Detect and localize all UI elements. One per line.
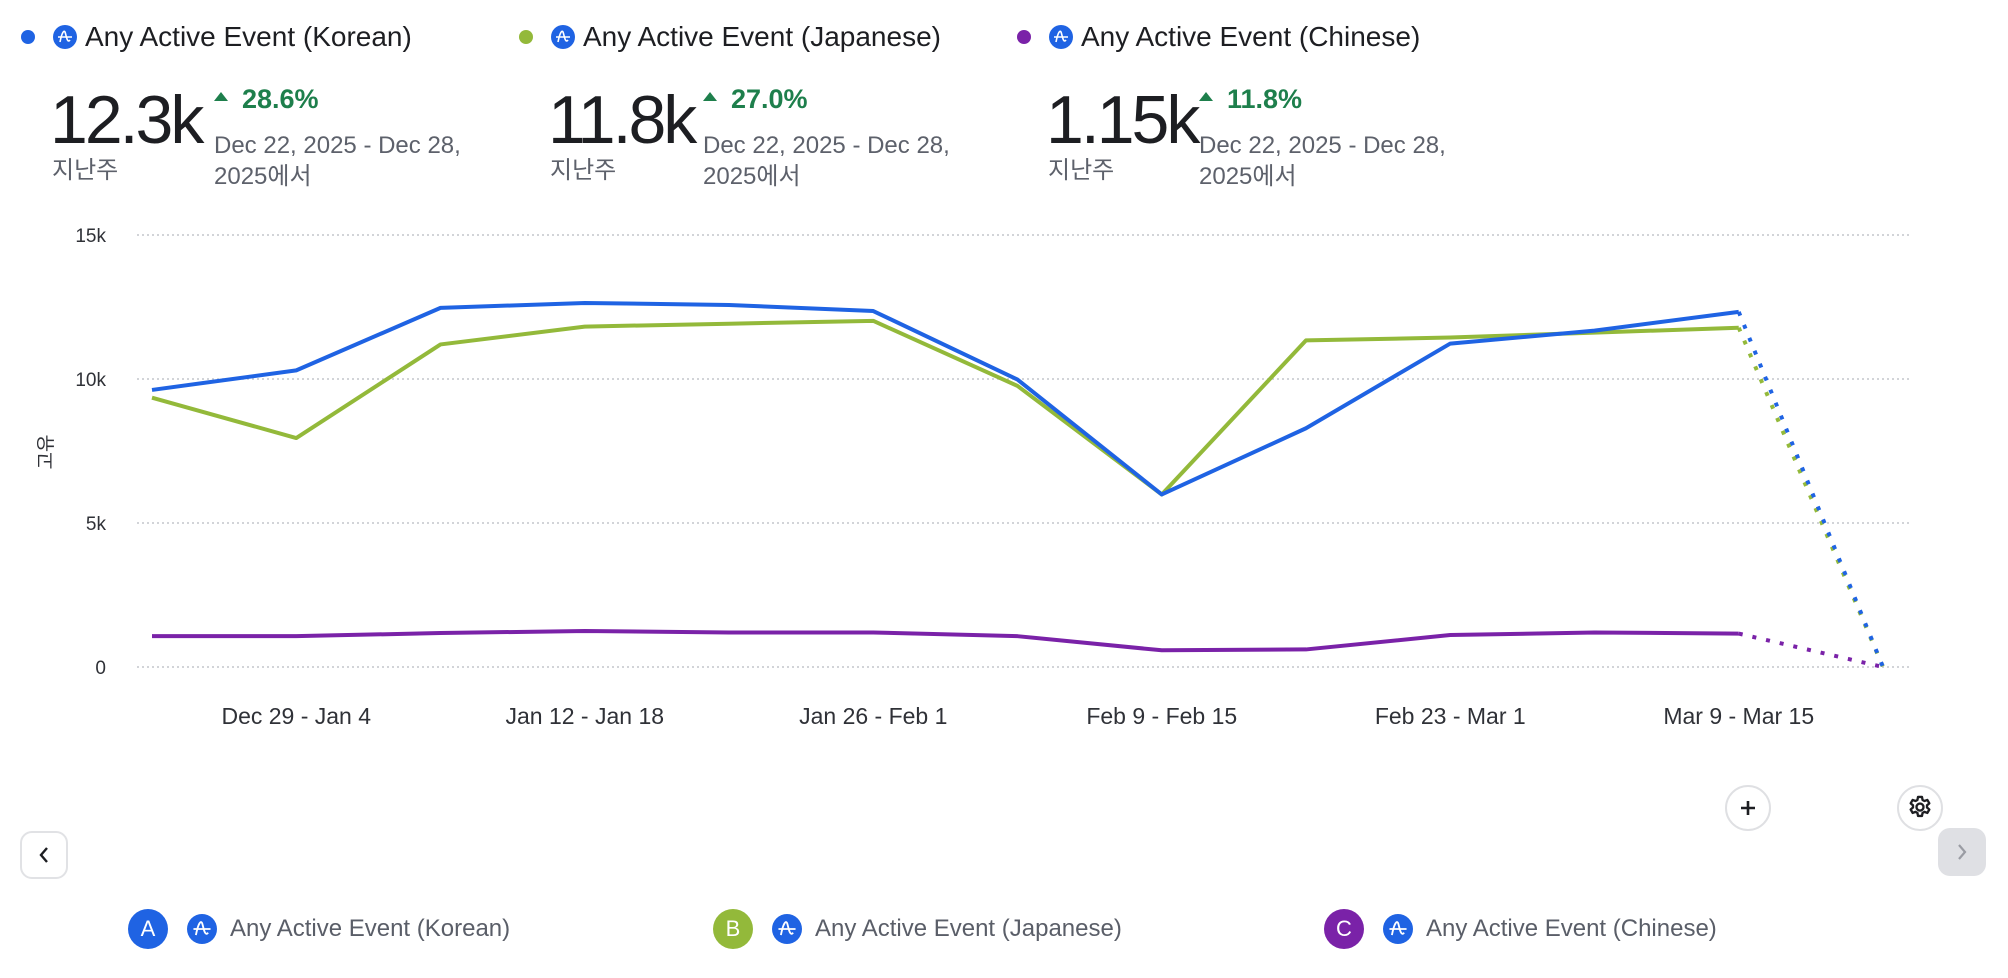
series-lines (151, 300, 1885, 669)
trend-up-icon (214, 92, 228, 101)
bottom-legend-item-c[interactable]: C Any Active Event (Chinese) (1324, 908, 1717, 950)
y-axis-label: 고유 (36, 435, 57, 470)
y-tick-label: 5k (86, 514, 107, 535)
series-line-korean[interactable] (151, 300, 1740, 497)
kpi-compare-range: Dec 22, 2025 - Dec 28, 2025에서 (1199, 132, 1446, 190)
bottom-legend-item-b[interactable]: B Any Active Event (Japanese) (713, 908, 1122, 950)
legend-label: Any Active Event (Japanese) (583, 21, 941, 52)
kpi-chinese: 1.15k 지난주 11.8% Dec 22, 2025 - Dec 28, 2… (1046, 82, 1486, 202)
add-series-button[interactable] (1725, 785, 1771, 831)
gridlines (137, 234, 1911, 668)
kpi-period: 지난주 (550, 157, 617, 184)
x-tick-label: Feb 23 - Mar 1 (1375, 703, 1526, 729)
kpi-change-percent: 11.8% (1227, 84, 1303, 114)
kpi-compare-range: Dec 22, 2025 - Dec 28, 2025에서 (214, 132, 461, 190)
x-tick-label: Dec 29 - Jan 4 (221, 703, 371, 729)
gear-icon (1909, 795, 1931, 818)
x-tick-label: Feb 9 - Feb 15 (1086, 703, 1237, 729)
series-japanese[interactable] (151, 318, 1885, 668)
kpi-change: 11.8% (1199, 84, 1302, 115)
x-tick-label: Jan 26 - Feb 1 (799, 703, 947, 729)
series-incomplete-line-japanese (1736, 326, 1885, 668)
kpi-value: 12.3k (50, 82, 204, 158)
y-axis-ticks: 0 5k 10k 15k (75, 226, 106, 679)
y-tick-label: 10k (75, 370, 106, 391)
amplitude-event-icon (1383, 914, 1413, 944)
amplitude-event-icon (1049, 25, 1073, 49)
y-tick-label: 0 (95, 658, 106, 679)
bottom-legend-label: Any Active Event (Japanese) (815, 915, 1122, 942)
amplitude-event-icon (187, 914, 217, 944)
series-line-japanese[interactable] (151, 318, 1739, 497)
kpi-period: 지난주 (52, 157, 119, 184)
legend-label: Any Active Event (Korean) (85, 21, 412, 52)
bottom-legend-item-a[interactable]: A Any Active Event (Korean) (128, 908, 510, 950)
series-chinese[interactable] (151, 629, 1884, 669)
kpi-change-percent: 28.6% (242, 84, 319, 114)
trend-up-icon (1199, 92, 1213, 101)
series-line-chinese[interactable] (152, 629, 1739, 653)
series-dot-korean (21, 30, 35, 44)
kpi-value: 11.8k (548, 82, 697, 158)
trend-up-icon (703, 92, 717, 101)
y-tick-label: 15k (75, 226, 106, 247)
amplitude-event-icon (53, 25, 77, 49)
chevron-right-icon (1958, 844, 1967, 860)
x-axis-ticks: Dec 29 - Jan 4 Jan 12 - Jan 18 Jan 26 - Fe… (221, 703, 1814, 729)
amplitude-event-icon (551, 25, 575, 49)
kpi-period: 지난주 (1048, 157, 1115, 184)
series-letter-badge: B (713, 909, 753, 949)
legend-item-chinese[interactable]: Any Active Event (Chinese) (1017, 20, 1420, 54)
chevron-left-icon (39, 847, 48, 863)
series-incomplete-line-chinese (1738, 631, 1884, 669)
kpi-compare-range: Dec 22, 2025 - Dec 28, 2025에서 (703, 132, 950, 190)
x-tick-label: Jan 12 - Jan 18 (505, 703, 664, 729)
kpi-change-percent: 27.0% (731, 84, 808, 114)
legend-item-japanese[interactable]: Any Active Event (Japanese) (519, 20, 941, 54)
previous-page-button[interactable] (20, 831, 68, 879)
chart-settings-button[interactable] (1897, 785, 1943, 831)
legend-item-korean[interactable]: Any Active Event (Korean) (21, 20, 412, 54)
kpi-change: 28.6% (214, 84, 319, 115)
legend-label: Any Active Event (Chinese) (1081, 21, 1421, 52)
series-letter-badge: A (128, 909, 168, 949)
kpi-change: 27.0% (703, 84, 808, 115)
plus-icon (1741, 801, 1755, 815)
x-tick-label: Mar 9 - Mar 15 (1663, 703, 1814, 729)
kpi-korean: 12.3k 지난주 28.6% Dec 22, 2025 - Dec 28, 2… (50, 82, 490, 202)
series-korean[interactable] (151, 300, 1885, 668)
series-dot-chinese (1017, 30, 1031, 44)
bottom-legend-label: Any Active Event (Chinese) (1426, 915, 1717, 942)
series-dot-japanese (519, 30, 533, 44)
series-letter-badge: C (1324, 909, 1364, 949)
kpi-value: 1.15k (1046, 82, 1200, 158)
amplitude-event-icon (772, 914, 802, 944)
kpi-japanese: 11.8k 지난주 27.0% Dec 22, 2025 - Dec 28, 2… (548, 82, 988, 202)
series-incomplete-line-korean (1736, 311, 1885, 668)
bottom-legend-label: Any Active Event (Korean) (230, 915, 511, 942)
next-page-button[interactable] (1938, 828, 1986, 876)
